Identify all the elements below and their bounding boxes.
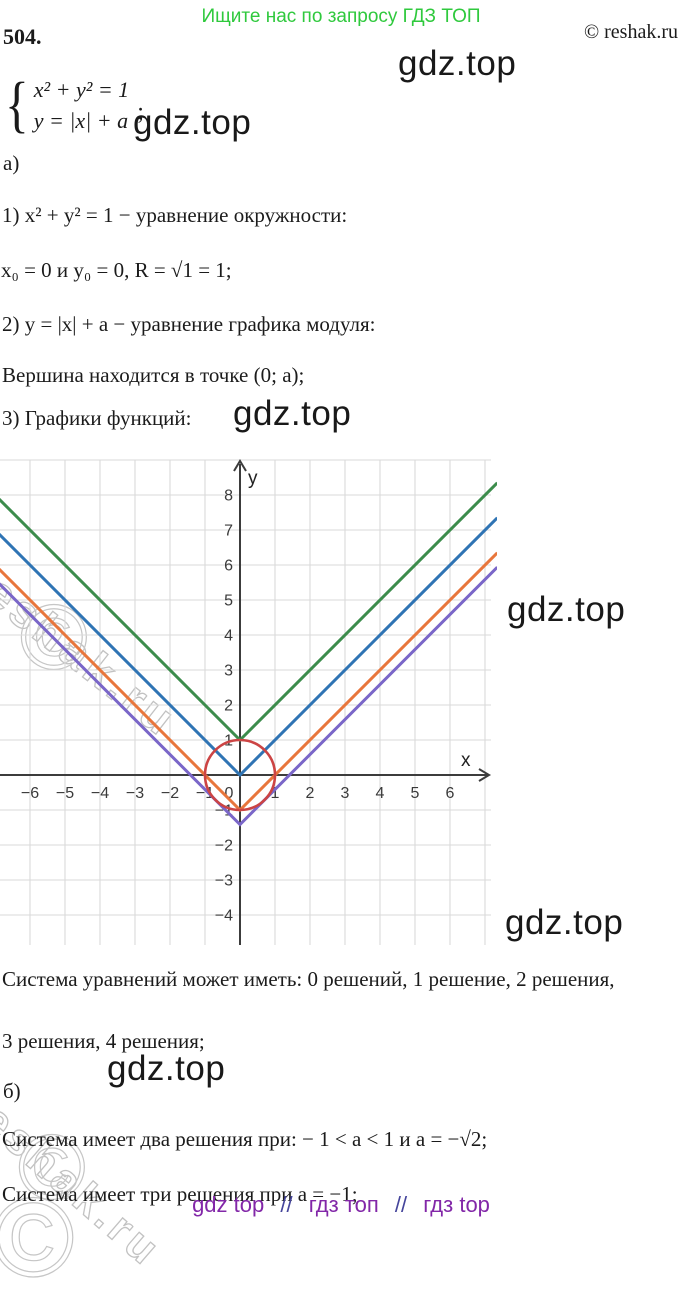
vertex-line: Вершина находится в точке (0; a); xyxy=(2,363,305,387)
system-equation-2: y = |x| + a xyxy=(33,108,129,133)
footer-link-gdz-top[interactable]: gdz top xyxy=(192,1192,265,1217)
svg-text:−2: −2 xyxy=(161,785,179,802)
series-line xyxy=(0,566,499,827)
svg-text:−3: −3 xyxy=(215,873,233,890)
svg-text:2: 2 xyxy=(306,785,315,802)
circle-equation-line: 1) x² + y² = 1 − уравнение окружности: xyxy=(2,203,348,227)
coordinate-graph: −6 −5 −4 −3 −2 −1 0 1 2 3 4 5 6 −4 −3 −2 −1 1 2 3 4 5 6 7 8 y x xyxy=(0,458,499,947)
svg-text:8: 8 xyxy=(224,488,233,505)
svg-text:7: 7 xyxy=(224,523,233,540)
gdz-watermark-5: gdz.top xyxy=(505,903,624,942)
gdz-watermark-2: gdz.top xyxy=(133,103,252,142)
reshak-copyright-circle-bottom: © xyxy=(17,1117,86,1219)
three-solutions-line: Система имеет три решения при a = −1; xyxy=(2,1182,358,1206)
series-line xyxy=(0,516,499,778)
system-semicolon: ; xyxy=(137,98,144,125)
section-a-label: а) xyxy=(3,151,20,175)
svg-text:4: 4 xyxy=(376,785,385,802)
copyright-label: © reshak.ru xyxy=(583,21,678,43)
series xyxy=(0,481,499,827)
solution-page: { "page": { "header_notice": "Ищите нас … xyxy=(0,6,682,1295)
svg-text:6: 6 xyxy=(446,785,455,802)
graphs-heading: 3) Графики функций: xyxy=(2,406,192,430)
svg-text:6: 6 xyxy=(224,558,233,575)
footer-separator-2: // xyxy=(394,1192,408,1217)
svg-text:3: 3 xyxy=(224,663,233,680)
footer-separator-1: // xyxy=(280,1192,293,1217)
conclusion-line-1: Система уравнений может иметь: 0 решений… xyxy=(2,967,615,991)
gdz-watermark-3: gdz.top xyxy=(233,394,352,433)
svg-text:−2: −2 xyxy=(215,838,233,855)
svg-text:4: 4 xyxy=(224,628,233,645)
two-solutions-line: Система имеет два решения при: − 1 < a <… xyxy=(2,1127,488,1151)
footer-link-gdz-top-mixed[interactable]: гдз top xyxy=(423,1192,490,1217)
header-notice: Ищите нас по запросу ГДЗ ТОП xyxy=(201,6,481,27)
gdz-watermark-4: gdz.top xyxy=(507,590,626,629)
modulus-equation-line: 2) y = |x| + a − уравнение графика модул… xyxy=(2,312,376,336)
svg-text:−6: −6 xyxy=(21,785,39,802)
svg-text:−3: −3 xyxy=(126,785,144,802)
svg-text:2: 2 xyxy=(224,698,233,715)
section-b-label: б) xyxy=(3,1079,21,1103)
svg-text:1: 1 xyxy=(271,785,280,802)
gdz-watermark-1: gdz.top xyxy=(398,44,517,83)
svg-text:−1: −1 xyxy=(196,785,214,802)
problem-number: 504. xyxy=(3,24,42,49)
y-axis-label: y xyxy=(248,468,258,489)
gdz-watermark-6: gdz.top xyxy=(107,1049,226,1088)
svg-text:5: 5 xyxy=(411,785,420,802)
system-equation-1: x² + y² = 1 xyxy=(33,77,130,102)
svg-text:−4: −4 xyxy=(215,908,233,925)
unit-circle xyxy=(203,738,277,812)
svg-text:−1: −1 xyxy=(215,803,233,820)
svg-text:0: 0 xyxy=(225,785,234,802)
svg-text:3: 3 xyxy=(341,785,350,802)
circle-params-line: x₀ = 0 и y₀ = 0, R = √1 = 1; xyxy=(1,258,232,282)
x-axis-label: x xyxy=(461,750,471,771)
svg-text:5: 5 xyxy=(224,593,233,610)
conclusion-line-2: 3 решения, 4 решения; xyxy=(2,1029,205,1053)
svg-text:−4: −4 xyxy=(91,785,109,802)
footer-link-gdz-top-cyr[interactable]: гдз топ xyxy=(308,1192,379,1217)
equation-system: { x² + y² = 1 y = |x| + a ; xyxy=(2,74,144,136)
grid-lines xyxy=(0,459,491,945)
axes xyxy=(0,459,491,945)
system-brace: { xyxy=(4,71,29,139)
svg-text:−5: −5 xyxy=(56,785,74,802)
footer-links: gdz top // гдз топ // гдз top xyxy=(0,1192,682,1218)
